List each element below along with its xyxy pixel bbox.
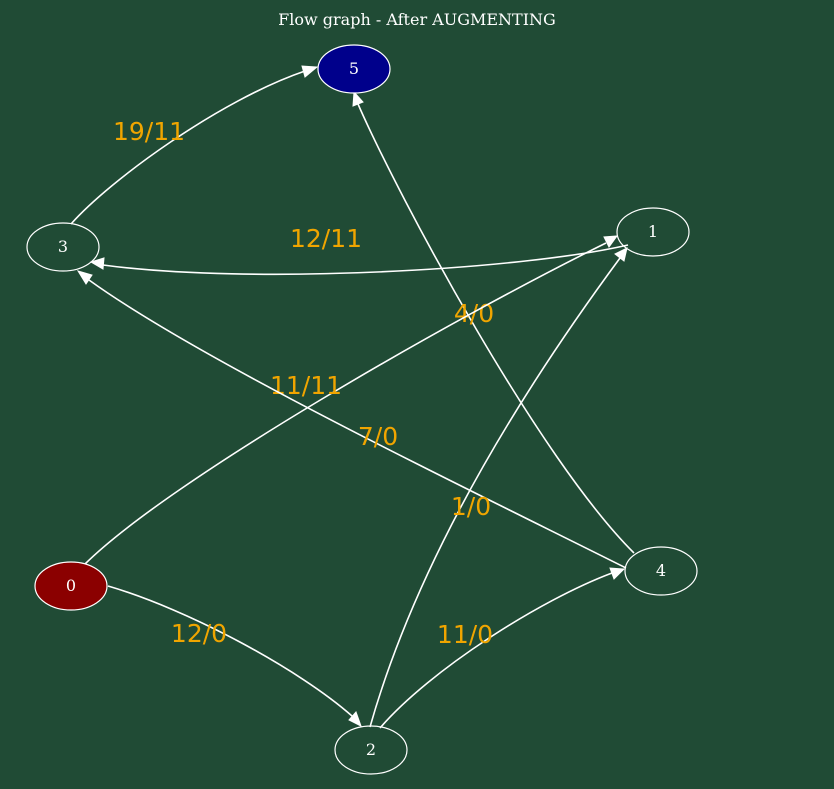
edge-0-to-1 — [84, 235, 619, 565]
edge-2-to-1 — [369, 247, 628, 728]
node-1: 1 — [616, 207, 690, 257]
edge-label-0-to-1: 11/11 — [270, 371, 342, 400]
node-label-0: 0 — [66, 576, 76, 595]
edge-label-4-to-3: 7/0 — [358, 422, 398, 451]
node-2: 2 — [334, 725, 408, 775]
edge-label-2-to-4: 11/0 — [437, 620, 493, 649]
edge-4-to-3 — [76, 270, 627, 569]
edge-label-2-to-1: 1/0 — [451, 492, 491, 521]
edge-label-1-to-3: 12/11 — [290, 224, 362, 253]
node-3: 3 — [26, 222, 100, 272]
edge-0-to-2 — [107, 585, 362, 728]
node-label-1: 1 — [648, 222, 658, 241]
edge-label-3-to-5: 19/11 — [113, 117, 185, 146]
node-5-sink: 5 — [317, 44, 391, 94]
node-label-5: 5 — [349, 59, 359, 78]
node-0-source: 0 — [34, 561, 108, 611]
edge-label-0-to-2: 12/0 — [171, 619, 227, 648]
edge-3-to-5 — [70, 65, 319, 225]
edge-2-to-4 — [379, 567, 626, 729]
node-label-4: 4 — [656, 561, 666, 580]
node-label-3: 3 — [58, 237, 68, 256]
graph-title: Flow graph - After AUGMENTING — [278, 10, 556, 29]
edge-1-to-3 — [89, 244, 629, 276]
edge-4-to-5 — [352, 90, 635, 554]
node-4: 4 — [624, 546, 698, 596]
node-label-2: 2 — [366, 740, 376, 759]
